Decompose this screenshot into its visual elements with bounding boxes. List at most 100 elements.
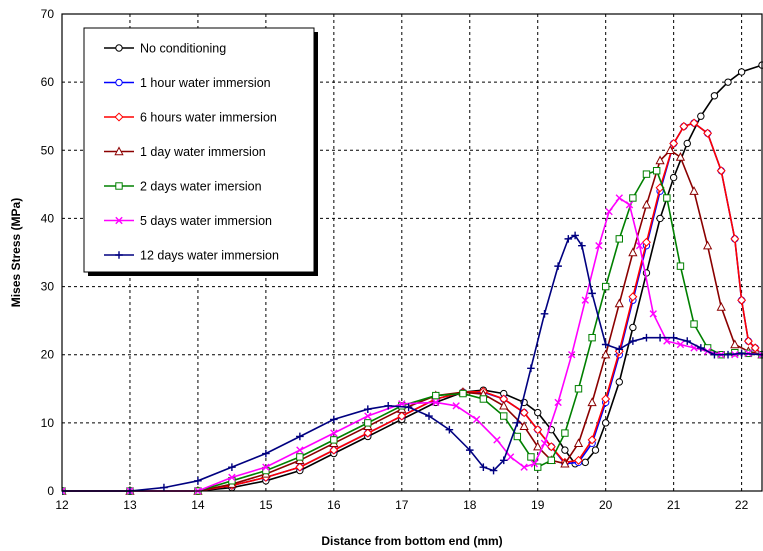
data-point (703, 240, 713, 250)
data-point (703, 128, 713, 138)
data-point (262, 449, 270, 458)
data-point (601, 349, 611, 359)
data-point (459, 389, 467, 398)
legend-label: 1 day water immersion (140, 145, 266, 159)
x-tick-label: 19 (531, 498, 545, 512)
data-point (364, 405, 372, 414)
x-axis-label: Distance from bottom end (mm) (321, 534, 502, 548)
data-point (364, 419, 372, 427)
data-point (432, 391, 440, 400)
data-point (737, 295, 747, 305)
plot-frame (61, 13, 763, 492)
data-point (591, 446, 600, 454)
data-point (228, 463, 236, 471)
plot-area-border (61, 13, 763, 492)
data-point (629, 194, 637, 202)
data-point (520, 463, 528, 471)
data-point (743, 336, 753, 346)
data-point (115, 44, 123, 52)
data-point (697, 112, 705, 120)
data-point (397, 411, 407, 421)
data-point (628, 247, 638, 257)
data-point (296, 446, 304, 454)
data-point (489, 466, 498, 475)
data-point (573, 438, 584, 447)
x-tick-label: 14 (191, 498, 205, 512)
x-tick-label: 20 (599, 498, 613, 512)
data-point (114, 146, 124, 156)
data-point (635, 241, 644, 250)
data-point (479, 463, 488, 471)
data-point (425, 412, 433, 420)
data-point (656, 333, 664, 342)
data-point (641, 199, 652, 209)
data-point (669, 333, 678, 342)
data-point (115, 216, 123, 225)
series-line (62, 64, 763, 492)
data-point (683, 139, 691, 148)
data-point (432, 398, 440, 407)
data-point (472, 415, 481, 424)
x-tick-label: 13 (123, 498, 137, 512)
data-point (571, 231, 579, 240)
y-tick-label: 50 (41, 143, 55, 157)
data-point (642, 333, 651, 342)
data-point (605, 207, 613, 216)
data-point (527, 453, 535, 461)
data-point (587, 435, 597, 445)
data-point (683, 337, 692, 345)
data-point (669, 138, 679, 148)
legend-entry: 5 days water immersion (104, 214, 272, 228)
data-point (663, 337, 671, 345)
x-tick-label: 18 (463, 498, 477, 512)
data-point (629, 323, 637, 332)
data-point (730, 234, 740, 244)
series-line (62, 196, 763, 492)
legend-entry: 6 hours water immersion (104, 111, 277, 125)
data-point (534, 463, 542, 471)
data-point (652, 167, 661, 175)
tick-labels: 12 13 14 15 16 17 18 19 20 21 22 0 10 20 30 40 50 60 70 (41, 7, 749, 512)
y-tick-label: 10 (41, 416, 55, 430)
data-point (519, 408, 529, 418)
data-point (160, 483, 168, 492)
data-point (115, 251, 123, 259)
data-point (500, 412, 508, 420)
x-tick-label: 15 (259, 498, 273, 512)
data-point (533, 441, 543, 451)
legend-label: No conditioning (140, 42, 226, 56)
data-point (364, 412, 372, 420)
data-point (499, 456, 508, 465)
data-point (629, 337, 637, 345)
data-point (115, 78, 123, 87)
x-tick-label: 21 (667, 498, 681, 512)
data-point (601, 282, 610, 291)
data-point (641, 237, 651, 247)
y-tick-label: 0 (47, 484, 54, 498)
data-point (560, 458, 570, 468)
data-point (669, 173, 678, 182)
data-point (465, 446, 474, 454)
data-point (519, 421, 529, 430)
data-point (625, 201, 634, 209)
legend-entry: 1 day water immersion (104, 145, 266, 159)
data-point (533, 425, 543, 435)
data-point (513, 432, 522, 441)
series-layer (62, 61, 763, 495)
data-point (262, 463, 270, 471)
data-point (363, 428, 373, 438)
series-7 (62, 231, 763, 495)
y-tick-label: 70 (41, 7, 55, 21)
data-point (690, 320, 698, 328)
data-point (595, 241, 603, 250)
y-tick-label: 40 (41, 211, 55, 225)
data-point (663, 194, 671, 202)
data-point (506, 453, 515, 461)
data-point (561, 446, 569, 454)
legend: No conditioning 1 hour water immersion 6 h… (83, 27, 318, 276)
data-point (540, 439, 549, 447)
data-point (330, 429, 338, 437)
data-point (574, 385, 583, 393)
x-tick-label: 12 (55, 498, 69, 512)
data-point (499, 400, 509, 410)
